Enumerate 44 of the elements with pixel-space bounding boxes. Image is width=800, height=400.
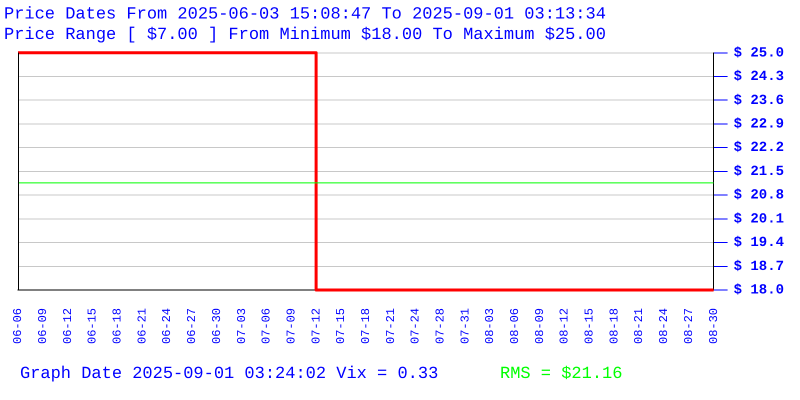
y-tick-label: $ 19.4 — [734, 235, 784, 252]
x-tick-label: 08-30 — [706, 308, 721, 344]
x-tick-label: 08-09 — [532, 308, 547, 344]
x-tick-label: 08-03 — [483, 308, 498, 344]
x-tick-label: 06-21 — [135, 308, 150, 344]
y-tick-label: $ 22.2 — [734, 140, 784, 156]
chart-title: Price Dates From 2025-06-03 15:08:47 To 2025-09-01 03:13:34 — [4, 6, 606, 25]
x-tick-label: 06-24 — [160, 308, 174, 344]
y-tick-label: $ 24.3 — [734, 69, 784, 86]
x-tick-label: 08-18 — [607, 308, 622, 344]
x-tick-label: 06-06 — [11, 308, 26, 344]
y-tick-label: $ 20.1 — [734, 211, 784, 228]
y-tick-label: $ 25.0 — [734, 45, 784, 62]
y-tick-label: $ 18.0 — [734, 282, 784, 299]
x-tick-label: 07-09 — [284, 308, 298, 344]
y-tick-label: $ 21.5 — [734, 164, 784, 180]
x-tick-label: 06-09 — [36, 308, 50, 344]
x-tick-label: 08-24 — [657, 308, 672, 344]
y-tick-label: $ 22.9 — [734, 116, 784, 132]
y-tick-label: $ 20.8 — [734, 188, 784, 204]
x-tick-label: 07-03 — [234, 308, 249, 344]
x-tick-label: 08-21 — [632, 308, 646, 344]
x-tick-label: 07-18 — [358, 308, 373, 344]
x-tick-label: 06-27 — [185, 308, 200, 344]
x-tick-label: 08-12 — [558, 308, 572, 344]
x-tick-label: 07-15 — [334, 308, 348, 344]
x-tick-label: 07-21 — [384, 308, 398, 344]
x-tick-label: 07-24 — [408, 308, 423, 344]
x-tick-label: 07-12 — [309, 308, 324, 344]
x-tick-label: 06-12 — [60, 308, 75, 344]
x-tick-label: 08-27 — [682, 308, 696, 344]
text: Graph Date 2025-09-01 03:24:02 Vix = 0.33 — [20, 365, 438, 384]
y-tick-label: $ 23.6 — [734, 92, 784, 109]
x-tick-label: 06-15 — [86, 308, 100, 344]
x-tick-label: 07-06 — [260, 308, 274, 344]
x-tick-label: 08-06 — [508, 308, 522, 344]
x-tick-label: 06-18 — [110, 308, 125, 344]
x-tick-label: 06-30 — [210, 308, 224, 344]
x-tick-label: 07-28 — [433, 308, 448, 344]
x-tick-label: 08-15 — [582, 308, 597, 344]
ref-line-label: RMS = $21.16 — [500, 365, 622, 384]
x-tick-label: 07-31 — [458, 308, 472, 344]
chart-subtitle: Price Range [ $7.00 ] From Minimum $18.00 To Maximum $25.00 — [4, 26, 606, 46]
y-tick-label: $ 18.7 — [734, 258, 784, 275]
